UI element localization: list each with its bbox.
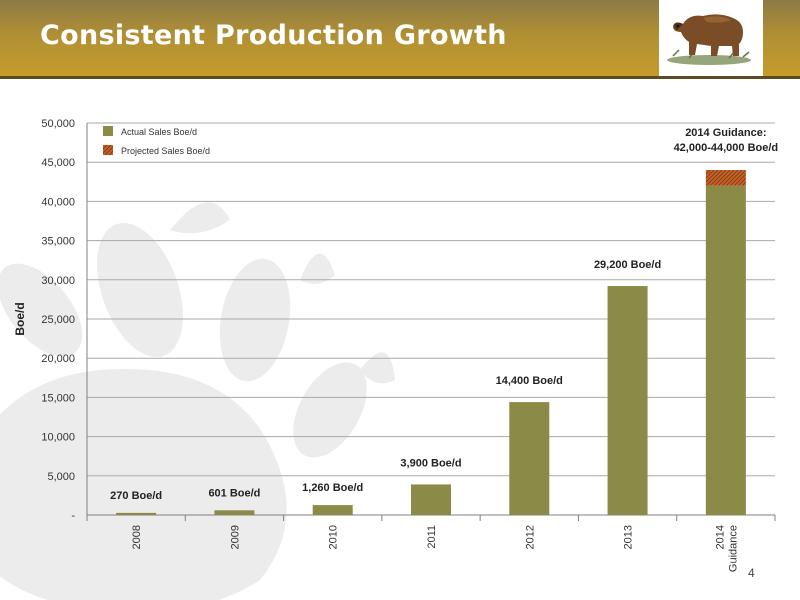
- data-label: 2014 Guidance:: [685, 127, 766, 139]
- data-label: 29,200 Boe/d: [594, 259, 661, 271]
- y-tick-label: 30,000: [41, 275, 75, 287]
- x-tick-label: 2010: [328, 525, 340, 549]
- legend-label: Projected Sales Boe/d: [121, 146, 210, 156]
- bar-actual: [411, 484, 451, 515]
- data-label: 3,900 Boe/d: [400, 457, 461, 469]
- x-tick-label: 2009: [229, 525, 241, 549]
- header-divider: [0, 76, 800, 79]
- legend-swatch-actual: [103, 126, 113, 136]
- bar-actual: [705, 185, 746, 515]
- y-tick-label: 40,000: [41, 196, 75, 208]
- page-number: 4: [748, 566, 755, 580]
- data-label: 14,400 Boe/d: [496, 375, 563, 387]
- x-tick-label: 2012: [524, 525, 536, 549]
- y-tick-label: 10,000: [41, 432, 75, 444]
- y-tick-label: 20,000: [41, 353, 75, 365]
- bar-actual: [312, 505, 353, 515]
- y-tick-label: 25,000: [41, 314, 75, 326]
- data-label: 601 Boe/d: [208, 487, 260, 499]
- bar-actual: [214, 510, 255, 515]
- y-tick-label: 45,000: [41, 157, 75, 169]
- x-tick-label: 2013: [623, 525, 635, 549]
- legend-label: Actual Sales Boe/d: [121, 127, 197, 137]
- bear-paw-watermark-icon: [0, 202, 395, 600]
- y-tick-label: -: [71, 510, 75, 522]
- y-tick-label: 5,000: [47, 471, 75, 483]
- bar-actual: [116, 512, 157, 515]
- y-tick-label: 50,000: [41, 118, 75, 130]
- data-label: 270 Boe/d: [110, 490, 162, 502]
- y-axis-title: Boe/d: [13, 302, 27, 335]
- x-tick-label: Guidance: [727, 525, 739, 572]
- x-tick-label: 2014: [714, 525, 726, 549]
- x-tick-label: 2008: [131, 525, 143, 549]
- bar-actual: [509, 402, 550, 515]
- legend-swatch-projected: [103, 145, 113, 155]
- bar-actual: [607, 286, 648, 515]
- y-tick-label: 15,000: [41, 392, 75, 404]
- slide-title: Consistent Production Growth: [40, 20, 507, 51]
- bear-logo-icon: [659, 0, 763, 76]
- data-label: 42,000-44,000 Boe/d: [674, 142, 779, 154]
- data-label: 1,260 Boe/d: [302, 482, 363, 494]
- bar-projected: [705, 170, 746, 186]
- x-tick-label: 2011: [426, 525, 438, 549]
- y-tick-label: 35,000: [41, 236, 75, 248]
